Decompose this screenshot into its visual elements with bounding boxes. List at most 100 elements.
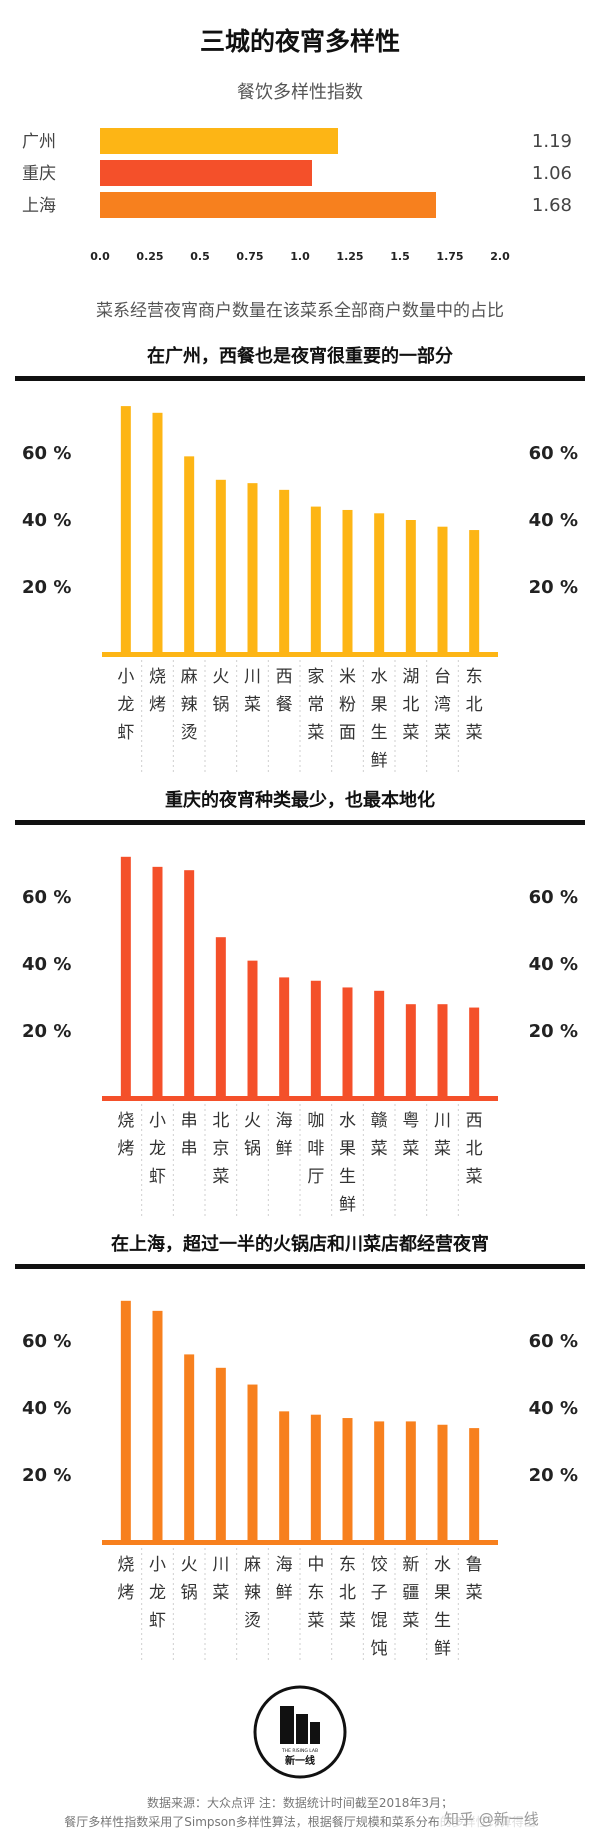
- bar: [247, 1384, 258, 1542]
- category-label: 中东菜: [307, 1555, 324, 1631]
- bar: [152, 866, 163, 1098]
- chongqing-bar-chart: 20 % 20 % 40 % 40 % 60 % 60 % 烧烤小龙虾串串北京菜火锅海鲜咖啡…: [15, 820, 585, 1216]
- top-rule: [15, 376, 585, 381]
- shanghai-heading: 在上海，超过一半的火锅店和川菜店都经营夜宵: [111, 1234, 489, 1255]
- share-caption: 菜系经营夜宵商户数量在该菜系全部商户数量中的占比: [96, 301, 504, 321]
- bar: [247, 960, 258, 1098]
- category-label: 北京菜: [212, 1111, 229, 1187]
- bar: [437, 526, 448, 654]
- category-label: 川菜: [434, 1111, 451, 1159]
- y-tick-label-left: 40 %: [22, 954, 71, 975]
- logo-small-text: THE RISING LAB: [281, 1748, 318, 1754]
- x-tick-label: 0.25: [136, 250, 163, 263]
- bar: [405, 1004, 416, 1098]
- bar: [247, 483, 258, 654]
- x-tick-label: 0.75: [236, 250, 263, 263]
- x-tick-label: 1.5: [390, 250, 410, 263]
- category-label: 台湾菜: [434, 667, 451, 743]
- bar: [215, 479, 226, 654]
- bar: [405, 1421, 416, 1542]
- index-value-label: 1.68: [532, 195, 572, 216]
- category-label: 粤菜: [402, 1111, 419, 1159]
- category-label: 咖啡厅: [307, 1111, 324, 1187]
- city-label: 上海: [22, 196, 56, 216]
- category-label: 家常菜: [307, 667, 324, 743]
- bar: [120, 406, 131, 654]
- x-tick-label: 2.0: [490, 250, 510, 263]
- city-label: 广州: [22, 132, 56, 152]
- index-value-label: 1.19: [532, 131, 572, 152]
- x-tick-label: 1.25: [336, 250, 363, 263]
- category-label: 火锅: [244, 1111, 261, 1159]
- index-bar: [100, 160, 312, 186]
- y-tick-label-right: 40 %: [529, 510, 578, 531]
- y-tick-label-left: 60 %: [22, 443, 71, 464]
- bar: [152, 1310, 163, 1542]
- x-tick-label: 1.75: [436, 250, 463, 263]
- bar: [469, 530, 480, 654]
- bar: [405, 520, 416, 654]
- category-label: 水果生鲜: [339, 1111, 356, 1215]
- category-label: 小龙虾: [149, 1111, 166, 1187]
- y-tick-label-right: 60 %: [529, 1331, 578, 1352]
- y-tick-label-right: 60 %: [529, 443, 578, 464]
- x-tick-label: 0.5: [190, 250, 210, 263]
- x-tick-label: 1.0: [290, 250, 310, 263]
- y-tick-label-left: 20 %: [22, 1021, 71, 1042]
- category-label: 川菜: [244, 667, 261, 715]
- bar: [152, 412, 163, 654]
- category-label: 火锅: [181, 1555, 198, 1603]
- bar: [342, 987, 353, 1098]
- y-tick-label-left: 40 %: [22, 1398, 71, 1419]
- category-label: 赣菜: [371, 1111, 388, 1159]
- category-label: 烧烤: [117, 1111, 134, 1159]
- bar: [184, 870, 195, 1098]
- y-tick-label-left: 20 %: [22, 577, 71, 598]
- shanghai-bar-chart: 20 % 20 % 40 % 40 % 60 % 60 % 烧烤小龙虾火锅川菜麻辣烫海鲜中东…: [15, 1264, 585, 1660]
- bar: [184, 456, 195, 654]
- y-tick-label-right: 20 %: [529, 1021, 578, 1042]
- bar: [310, 1414, 321, 1542]
- bar: [215, 1367, 226, 1542]
- brand-logo: THE RISING LAB 新一线: [252, 1684, 348, 1780]
- category-label: 湖北菜: [402, 667, 419, 743]
- baseline: [102, 652, 498, 657]
- category-label: 西北菜: [466, 1111, 483, 1187]
- bar: [374, 513, 385, 654]
- y-tick-label-right: 20 %: [529, 1465, 578, 1486]
- y-tick-label-left: 60 %: [22, 887, 71, 908]
- baseline: [102, 1096, 498, 1101]
- baseline: [102, 1540, 498, 1545]
- category-label: 米粉面: [339, 667, 356, 743]
- index-value-label: 1.06: [532, 163, 572, 184]
- category-label: 麻辣烫: [181, 667, 198, 743]
- chongqing-heading: 重庆的夜宵种类最少，也最本地化: [165, 790, 435, 811]
- y-tick-label-left: 40 %: [22, 510, 71, 531]
- diversity-index-chart: 广州 1.19 重庆 1.06 上海 1.68 0.0 0.25 0.5 0.75 1.0 1.25 1…: [22, 128, 572, 263]
- category-label: 饺子馄饨: [371, 1555, 388, 1659]
- watermark: 知乎 @新一线: [440, 1808, 543, 1829]
- y-tick-label-right: 60 %: [529, 887, 578, 908]
- bar: [310, 506, 321, 654]
- y-tick-label-left: 60 %: [22, 1331, 71, 1352]
- page-title: 三城的夜宵多样性: [199, 27, 400, 56]
- bar: [184, 1354, 195, 1542]
- category-label: 麻辣烫: [244, 1555, 261, 1631]
- bar: [374, 990, 385, 1098]
- bar: [279, 1411, 290, 1542]
- bar: [469, 1007, 480, 1098]
- category-label: 烧烤: [149, 667, 166, 715]
- category-label: 鲁菜: [466, 1555, 483, 1603]
- bar: [279, 489, 290, 654]
- guangzhou-heading: 在广州，西餐也是夜宵很重要的一部分: [147, 346, 453, 367]
- category-label: 川菜: [212, 1555, 229, 1603]
- category-label: 新疆菜: [402, 1555, 419, 1631]
- guangzhou-bar-chart: 20 % 20 % 40 % 40 % 60 % 60 % 小龙虾烧烤麻辣烫火锅川菜西餐家常…: [15, 376, 585, 772]
- y-tick-label-right: 20 %: [529, 577, 578, 598]
- bar: [342, 509, 353, 654]
- category-label: 东北菜: [466, 667, 483, 743]
- top-rule: [15, 1264, 585, 1269]
- bar: [469, 1428, 480, 1542]
- bar: [437, 1004, 448, 1098]
- bar: [215, 937, 226, 1098]
